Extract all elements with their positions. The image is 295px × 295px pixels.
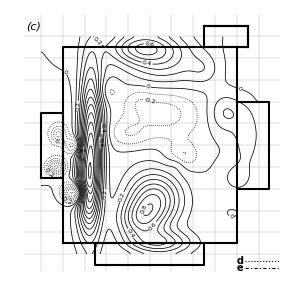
Text: 0.6: 0.6 — [147, 221, 158, 231]
Text: 0.8: 0.8 — [140, 204, 148, 215]
Text: 0: 0 — [146, 84, 150, 89]
Text: -0.2: -0.2 — [143, 97, 156, 105]
Text: 0.6: 0.6 — [144, 41, 155, 47]
Text: 0.2: 0.2 — [103, 189, 108, 199]
Text: 0.4: 0.4 — [142, 60, 152, 67]
Text: 0.2: 0.2 — [92, 36, 103, 46]
Text: -0.2: -0.2 — [60, 195, 73, 206]
Text: e: e — [237, 263, 243, 273]
Text: 0.2: 0.2 — [76, 101, 81, 112]
Text: 0.8: 0.8 — [80, 147, 86, 158]
Text: 0.6: 0.6 — [97, 137, 103, 148]
Text: 0: 0 — [62, 69, 68, 76]
Text: d: d — [236, 255, 243, 266]
Text: 0.4: 0.4 — [126, 228, 135, 239]
Text: -0.2: -0.2 — [43, 166, 55, 178]
Text: (c): (c) — [26, 21, 41, 31]
Text: -0.2: -0.2 — [53, 139, 66, 146]
Text: 0.4: 0.4 — [99, 123, 104, 133]
Text: 0: 0 — [237, 86, 242, 92]
Text: 0: 0 — [229, 214, 234, 220]
Text: 0.2: 0.2 — [118, 192, 126, 203]
